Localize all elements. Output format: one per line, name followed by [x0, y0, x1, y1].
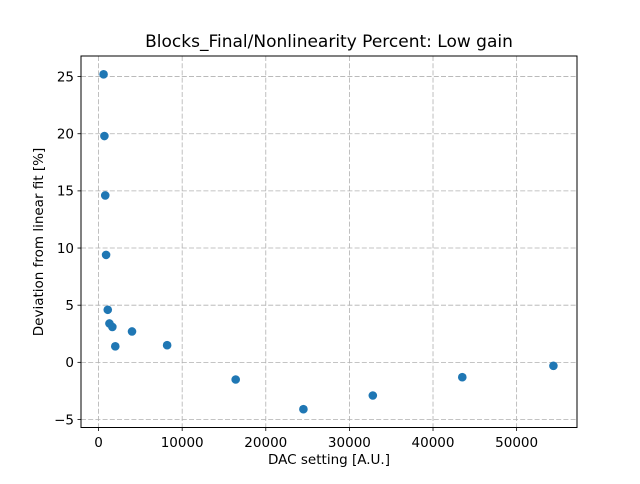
scatter-point	[549, 361, 558, 371]
x-axis-label: DAC setting [A.U.]	[268, 452, 390, 468]
scatter-point	[127, 327, 137, 336]
chart-title: Blocks_Final/Nonlinearity Percent: Low g…	[145, 32, 513, 52]
scatter-points	[99, 69, 558, 414]
y-tick-label: 20	[57, 127, 74, 143]
scatter-point	[162, 340, 172, 350]
axis-ticks: 0 10000 20000 30000 40000 50000 25 20 15 10 5 0 −5	[54, 69, 538, 451]
x-tick-label: 30000	[328, 435, 371, 451]
scatter-point	[108, 322, 117, 332]
y-tick-label: 10	[57, 241, 74, 257]
y-tick-label: 15	[57, 184, 74, 200]
scatter-point	[110, 342, 120, 351]
y-axis-label: Deviation from linear fit [%]	[31, 148, 47, 337]
scatter-point	[457, 372, 467, 382]
scatter-point	[368, 391, 378, 400]
plot-border	[80, 55, 578, 428]
x-tick-label: 40000	[412, 435, 455, 451]
scatter-point	[231, 375, 240, 384]
x-tick-label: 0	[94, 435, 103, 451]
scatter-point	[103, 305, 113, 315]
y-tick-label: −5	[54, 412, 74, 428]
scatter-point	[299, 404, 308, 414]
scatter-point	[100, 131, 109, 141]
x-tick-label: 20000	[244, 435, 287, 451]
x-tick-label: 10000	[161, 435, 204, 451]
y-tick-label: 0	[65, 355, 74, 371]
x-tick-label: 50000	[495, 435, 538, 451]
y-tick-label: 25	[57, 69, 74, 85]
scatter-point	[100, 191, 110, 200]
scatter-point	[101, 250, 111, 260]
scatter-point	[99, 69, 108, 79]
plot-spines	[80, 55, 578, 428]
gridlines	[81, 56, 577, 428]
y-tick-label: 5	[65, 298, 74, 314]
